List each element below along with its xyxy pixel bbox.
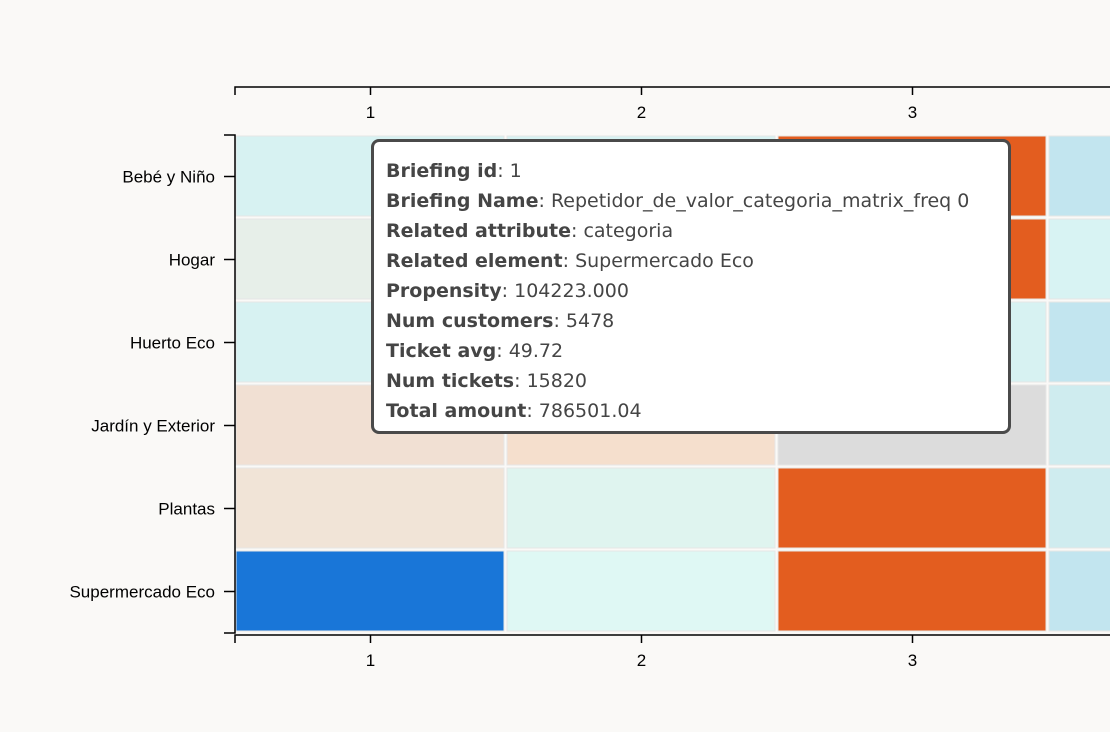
heatmap-cell[interactable] (506, 550, 776, 632)
tooltip-row-ticket-avg: Ticket avg: 49.72 (386, 340, 564, 362)
tooltip-row-briefing-id: Briefing id: 1 (386, 160, 522, 182)
x-axis-bottom-line (234, 634, 1110, 643)
heatmap-cell[interactable] (1048, 384, 1110, 466)
x-tick-label-bottom: 2 (637, 651, 646, 670)
x-tick-label-top: 2 (637, 103, 646, 122)
x-tick-label-top: 1 (366, 103, 375, 122)
y-tick-label-plantas: Plantas (158, 500, 215, 519)
y-tick-label-jardin-y-exterior: Jardín y Exterior (91, 417, 215, 436)
heatmap-cell[interactable] (1048, 301, 1110, 383)
x-tick-label-top: 3 (908, 103, 917, 122)
tooltip-row-propensity: Propensity: 104223.000 (386, 280, 629, 302)
heatmap-cell[interactable] (506, 467, 776, 549)
x-tick-label-bottom: 1 (366, 651, 375, 670)
tooltip-row-briefing-name: Briefing Name: Repetidor_de_valor_catego… (386, 190, 970, 212)
heatmap-cell[interactable] (1048, 467, 1110, 549)
tooltip-row-num-customers: Num customers: 5478 (386, 310, 615, 332)
x-tick-label-bottom: 3 (908, 651, 917, 670)
y-tick-label-supermercado-eco: Supermercado Eco (69, 583, 215, 602)
tooltip-row-related-attribute: Related attribute: categoria (386, 220, 674, 242)
y-axis-line (224, 134, 236, 634)
x-axis-top-line (234, 86, 1110, 95)
heatmap-cell[interactable] (1048, 218, 1110, 300)
heatmap-cell[interactable] (235, 550, 505, 632)
tooltip-row-related-element: Related element: Supermercado Eco (386, 250, 754, 272)
heatmap-cell[interactable] (777, 550, 1047, 632)
heatmap-cell[interactable] (1048, 550, 1110, 632)
heatmap-cell[interactable] (777, 467, 1047, 549)
heatmap-cell[interactable] (235, 467, 505, 549)
tooltip-row-num-tickets: Num tickets: 15820 (386, 370, 588, 392)
tooltip-row-total-amount: Total amount: 786501.04 (386, 400, 642, 422)
cell-tooltip: Briefing id: 1 Briefing Name: Repetidor_… (371, 139, 1011, 434)
heatmap-cell[interactable] (1048, 135, 1110, 217)
y-tick-label-bebe-y-nino: Bebé y Niño (122, 168, 215, 187)
y-tick-label-hogar: Hogar (169, 251, 216, 270)
y-tick-label-huerto-eco: Huerto Eco (130, 334, 215, 353)
